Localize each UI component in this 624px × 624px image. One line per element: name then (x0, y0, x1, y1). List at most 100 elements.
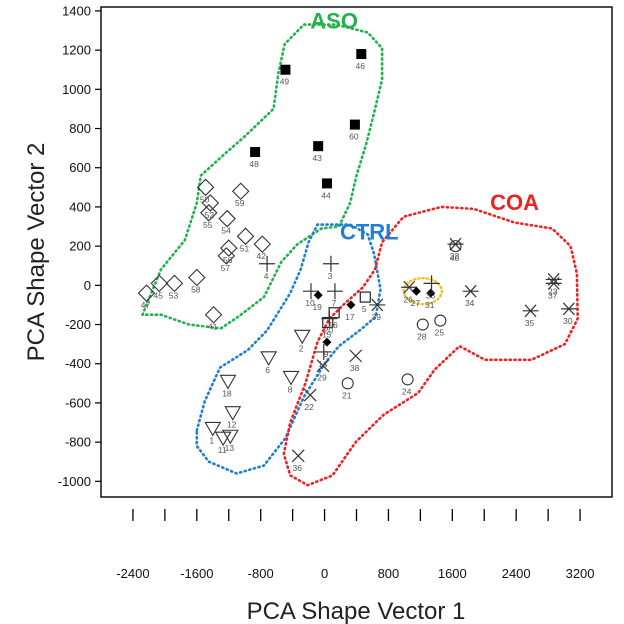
y-tick-label: 200 (69, 239, 91, 254)
marker-shape (260, 351, 278, 366)
point-label: 32 (450, 251, 460, 261)
marker-shape (201, 194, 220, 212)
y-axis-title: PCA Shape Vector 2 (23, 143, 50, 362)
marker-shape (316, 359, 330, 373)
point-marker (188, 268, 206, 287)
x-tick-label: -2400 (116, 566, 149, 581)
point-marker (253, 235, 272, 253)
point-marker (316, 359, 330, 373)
point-label: 13 (225, 443, 235, 453)
point-label: 15 (322, 330, 332, 340)
point-marker (462, 284, 479, 298)
x-tick-label: 0 (321, 566, 328, 581)
y-tick-label: 400 (69, 199, 91, 214)
plot-frame (100, 6, 613, 498)
group-label-ctrl: CTRL (340, 219, 399, 244)
marker-shape (218, 209, 236, 228)
point-marker (280, 64, 291, 75)
x-tick-label: 2400 (502, 566, 531, 581)
marker-shape (282, 370, 300, 386)
point-label: 5 (362, 304, 367, 314)
point-label: 42 (257, 251, 267, 261)
marker-shape (322, 255, 339, 272)
marker-shape (369, 298, 386, 312)
marker-shape (280, 64, 291, 75)
point-label: 16 (328, 320, 338, 330)
point-label: 21 (342, 390, 352, 400)
point-marker (326, 283, 343, 300)
marker-shape (165, 274, 184, 293)
point-label: 36 (292, 463, 302, 473)
group-outlines (141, 23, 579, 487)
point-label: 60 (349, 132, 359, 142)
point-marker (322, 316, 334, 329)
point-marker (349, 119, 360, 130)
point-label: 29 (317, 373, 327, 383)
point-label: 3 (328, 271, 333, 281)
marker-shape (219, 374, 237, 390)
marker-shape (303, 388, 317, 402)
hull-aso (141, 23, 384, 330)
marker-shape (253, 235, 272, 253)
marker-shape (217, 247, 236, 265)
marker-shape (346, 300, 356, 310)
point-labels: 1234567891011121314151617181920212223242… (141, 61, 573, 473)
point-label: 1 (209, 435, 214, 445)
marker-shape (259, 255, 276, 272)
marker-shape (150, 274, 169, 293)
marker-shape (426, 288, 436, 298)
point-label: 39 (372, 312, 382, 322)
point-marker (250, 147, 261, 158)
y-tick-label: 1000 (62, 82, 91, 97)
marker-shape (321, 178, 332, 189)
point-label: 27 (411, 298, 421, 308)
point-marker (196, 178, 215, 197)
point-marker (321, 310, 338, 327)
point-label: 11 (218, 445, 227, 455)
group-labels: ASO CTRL COA (310, 9, 539, 245)
point-label: 9 (324, 349, 329, 359)
marker-shape (326, 283, 343, 300)
point-label: 2 (299, 343, 304, 353)
point-label: 6 (265, 365, 270, 375)
x-tick-label: -1600 (180, 566, 213, 581)
marker-shape (434, 314, 447, 327)
point-marker (201, 194, 220, 212)
x-tick-label: 800 (378, 566, 400, 581)
point-marker (217, 247, 236, 265)
marker-shape (401, 373, 414, 386)
marker-shape (449, 240, 462, 253)
point-marker (259, 255, 276, 272)
point-marker (315, 343, 332, 360)
point-label: 12 (227, 420, 237, 430)
point-label: 52 (205, 210, 215, 220)
point-marker (411, 286, 421, 296)
y-tick-label: 1400 (62, 3, 91, 18)
point-label: 19 (312, 302, 322, 312)
point-label: 10 (305, 298, 315, 308)
marker-shape (315, 343, 332, 360)
point-label: 59 (235, 198, 245, 208)
point-marker (224, 406, 242, 421)
marker-shape (359, 291, 371, 303)
point-label: 48 (249, 159, 259, 169)
point-label: 33 (426, 290, 436, 300)
point-label: 23 (548, 286, 558, 296)
marker-shape (219, 239, 238, 257)
point-label: 58 (191, 284, 201, 294)
highlight-ring (402, 277, 443, 306)
point-marker (401, 373, 414, 386)
marker-shape (250, 147, 261, 158)
marker-shape (321, 310, 338, 327)
point-marker (260, 351, 278, 366)
point-label: 44 (321, 190, 331, 200)
point-marker (356, 49, 367, 60)
x-tick-label: 3200 (566, 566, 595, 581)
point-label: 51 (240, 243, 250, 253)
marker-shape (302, 283, 319, 300)
point-label: 41 (208, 322, 218, 332)
point-marker (313, 290, 323, 300)
y-tick-label: -600 (65, 395, 91, 410)
y-tick-label: -800 (65, 435, 91, 450)
